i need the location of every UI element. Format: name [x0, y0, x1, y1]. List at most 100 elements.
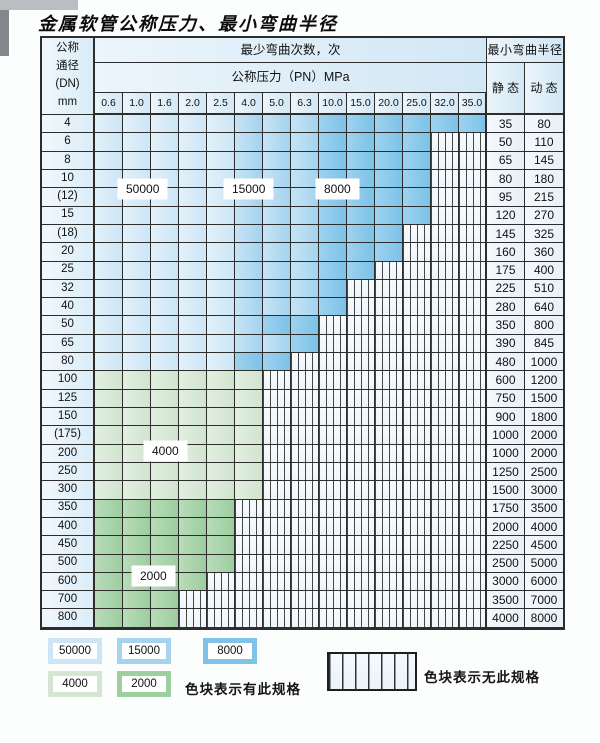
spec-cell [207, 261, 235, 280]
spec-cell [347, 261, 375, 280]
spec-cell [291, 133, 319, 152]
no-spec-cell [459, 151, 487, 170]
dynamic-radius-cell: 8000 [525, 609, 563, 628]
static-radius-cell: 145 [487, 224, 525, 244]
spec-cell [123, 334, 151, 354]
no-spec-cell [403, 243, 431, 262]
spec-cell [151, 334, 179, 354]
no-spec-cell [263, 389, 291, 408]
dynamic-radius-cell: 2000 [525, 444, 563, 463]
no-spec-cell [319, 481, 347, 500]
spec-cell [207, 224, 235, 244]
spec-cell [95, 517, 123, 537]
dynamic-radius-cell: 110 [525, 133, 563, 152]
spec-cell [123, 206, 151, 225]
spec-cell [235, 334, 263, 354]
dynamic-radius-cell: 510 [525, 279, 563, 299]
no-spec-cell [235, 609, 263, 628]
spec-cell [291, 169, 319, 189]
legend-swatch-8000: 8000 [203, 638, 257, 664]
spec-cell [151, 462, 179, 482]
static-radius-cell: 160 [487, 243, 525, 262]
spec-cell [179, 169, 207, 189]
no-spec-cell [291, 517, 319, 537]
spec-cell [123, 371, 151, 390]
no-spec-cell [263, 517, 291, 537]
dn-cell: 10 [42, 169, 95, 189]
no-spec-cell [291, 371, 319, 390]
dynamic-radius-cell: 6000 [525, 572, 563, 592]
no-spec-cell [375, 298, 403, 317]
no-spec-cell [319, 572, 347, 592]
no-spec-cell [403, 298, 431, 317]
dynamic-radius-cell: 270 [525, 206, 563, 225]
spec-cell [207, 426, 235, 445]
spec-cell [95, 279, 123, 299]
spec-cell [459, 115, 487, 134]
spec-cell [95, 371, 123, 390]
spec-cell [319, 279, 347, 299]
spec-cell [95, 115, 123, 134]
static-radius-cell: 1000 [487, 444, 525, 463]
spec-cell [179, 389, 207, 408]
dn-cell: 40 [42, 298, 95, 317]
spec-cell [207, 206, 235, 225]
spec-cell [375, 133, 403, 152]
no-spec-cell [263, 572, 291, 592]
spec-cell [179, 499, 207, 518]
spec-cell [207, 408, 235, 427]
static-radius-cell: 65 [487, 151, 525, 170]
no-spec-cell [403, 517, 431, 537]
no-spec-cell [263, 444, 291, 463]
no-spec-cell [459, 426, 487, 445]
spec-cell [207, 151, 235, 170]
spec-cell [95, 224, 123, 244]
no-spec-cell [375, 389, 403, 408]
dynamic-radius-cell: 800 [525, 316, 563, 335]
dynamic-radius-cell: 3500 [525, 499, 563, 518]
no-spec-cell [291, 462, 319, 482]
spec-cell [179, 462, 207, 482]
static-radius-cell: 120 [487, 206, 525, 225]
spec-cell [179, 334, 207, 354]
spec-cell [95, 261, 123, 280]
spec-cell [95, 572, 123, 592]
static-radius-cell: 480 [487, 353, 525, 372]
no-spec-cell [291, 481, 319, 500]
spec-cell [235, 444, 263, 463]
no-spec-cell [263, 371, 291, 390]
no-spec-cell [459, 554, 487, 573]
spec-cell [319, 133, 347, 152]
spec-cell [291, 334, 319, 354]
spec-cell [95, 353, 123, 372]
no-spec-cell [347, 481, 375, 500]
no-spec-cell [459, 298, 487, 317]
spec-cell [123, 408, 151, 427]
spec-cell [291, 261, 319, 280]
no-spec-cell [431, 224, 459, 244]
no-spec-cell [459, 517, 487, 537]
spec-cell [151, 279, 179, 299]
no-spec-cell [291, 536, 319, 555]
no-spec-cell [375, 444, 403, 463]
static-radius-cell: 2000 [487, 517, 525, 537]
no-spec-cell [459, 224, 487, 244]
no-spec-cell [319, 462, 347, 482]
no-spec-cell [403, 499, 431, 518]
static-radius-cell: 1250 [487, 462, 525, 482]
dynamic-radius-cell: 180 [525, 169, 563, 189]
region-value-label: 15000 [224, 179, 274, 200]
no-spec-cell [235, 517, 263, 537]
spec-cell [95, 444, 123, 463]
spec-cell [235, 298, 263, 317]
no-spec-cell [431, 591, 459, 610]
dynamic-radius-cell: 640 [525, 298, 563, 317]
dn-cell: 32 [42, 279, 95, 299]
pressure-col-header: 25.0 [403, 93, 431, 115]
spec-cell [179, 316, 207, 335]
spec-cell [347, 243, 375, 262]
spec-cell [403, 133, 431, 152]
spec-cell [123, 224, 151, 244]
no-spec-cell [375, 591, 403, 610]
spec-cell [123, 243, 151, 262]
